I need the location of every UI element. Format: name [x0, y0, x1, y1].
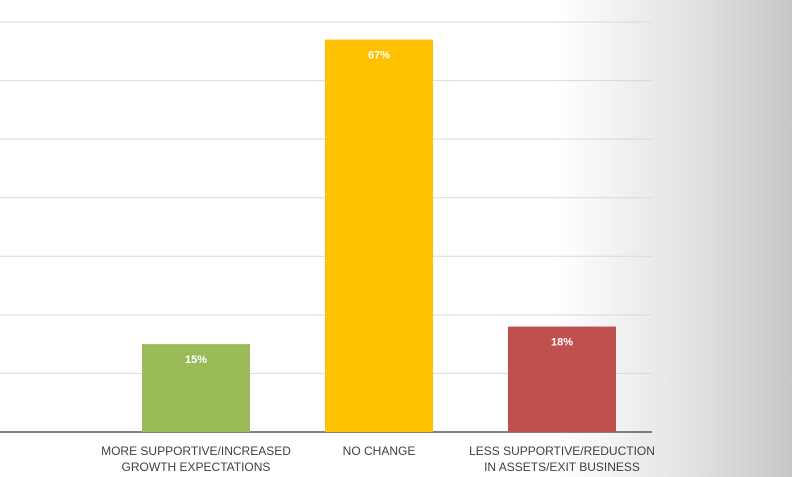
x-tick-label: MORE SUPPORTIVE/INCREASED GROWTH EXPECTA… — [101, 444, 291, 474]
data-label: 18% — [551, 336, 573, 348]
bar — [142, 344, 250, 432]
bar — [508, 326, 616, 432]
bar — [325, 39, 433, 432]
data-label: 67% — [368, 49, 390, 61]
x-tick-label: NO CHANGE — [342, 444, 416, 458]
data-label: 15% — [185, 354, 207, 366]
x-tick-label: LESS SUPPORTIVE/REDUCTION IN ASSETS/EXIT… — [469, 444, 655, 474]
